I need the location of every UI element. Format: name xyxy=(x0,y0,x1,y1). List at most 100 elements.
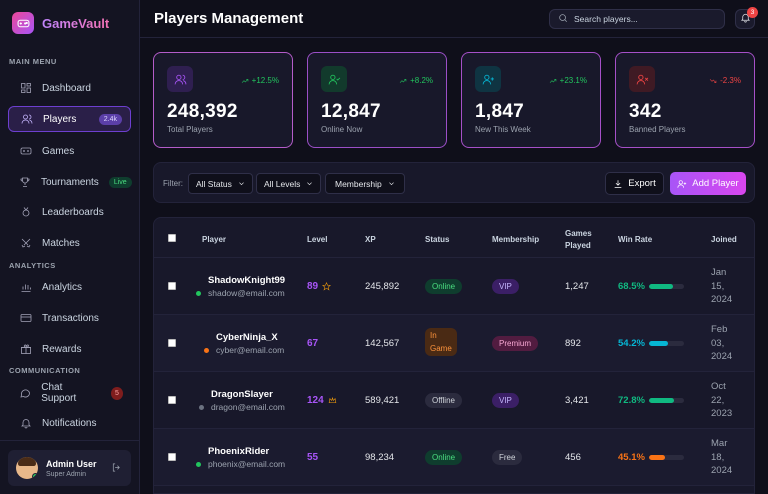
status-cell: Online xyxy=(425,450,463,465)
column-header-xp[interactable]: XP xyxy=(365,235,376,244)
stat-label: Online Now xyxy=(321,125,363,134)
player-name[interactable]: ShadowKnight99 xyxy=(208,275,286,286)
membership-badge: Free xyxy=(492,450,523,465)
win-rate-bar xyxy=(648,341,684,346)
games-played-cell: 3,421 xyxy=(565,395,589,406)
logo[interactable]: GameVault xyxy=(12,12,109,34)
app-name: GameVault xyxy=(42,15,110,31)
levels-filter-select[interactable]: All Levels xyxy=(256,173,322,194)
sidebar-item-label: Games xyxy=(42,145,75,157)
section-title-analytics: ANALYTICS xyxy=(9,261,56,270)
sidebar-item-chat-support[interactable]: Chat Support 5 xyxy=(8,380,131,406)
chevron-down-icon xyxy=(389,182,394,186)
level-cell: 89 xyxy=(307,281,332,292)
user-card[interactable]: Admin User Super Admin xyxy=(8,450,131,486)
column-header-games-played[interactable]: Games Played xyxy=(565,229,592,250)
player-name[interactable]: DragonSlayer xyxy=(211,389,273,400)
ingame-status-dot xyxy=(204,348,209,353)
status-badge: Online xyxy=(425,279,463,294)
row-checkbox[interactable] xyxy=(168,282,176,290)
sidebar-item-games[interactable]: Games xyxy=(8,138,131,164)
sidebar-item-rewards[interactable]: Rewards xyxy=(8,336,131,362)
table-row[interactable]: ShadowKnight99 shadow@email.com 89 245,8… xyxy=(154,258,754,315)
trend-up-icon xyxy=(241,78,248,83)
sidebar-item-tournaments[interactable]: Tournaments Live xyxy=(8,169,132,195)
logout-icon[interactable] xyxy=(111,462,123,474)
star-icon xyxy=(322,282,332,291)
win-rate-bar xyxy=(648,455,684,460)
player-cell: CyberNinja_X cyber@email.com xyxy=(216,332,284,355)
filter-label: Filter: xyxy=(163,179,183,188)
sidebar-item-label: Notifications xyxy=(42,417,97,429)
export-button[interactable]: Export xyxy=(605,172,664,195)
win-rate-bar-fill xyxy=(648,455,665,460)
level-cell: 124 xyxy=(307,395,337,406)
membership-filter-select[interactable]: Membership xyxy=(325,173,405,194)
page-title: Players Management xyxy=(154,10,304,27)
search-icon xyxy=(558,13,568,26)
sidebar-item-leaderboards[interactable]: Leaderboards xyxy=(8,199,131,225)
sidebar-item-label: Leaderboards xyxy=(42,206,104,218)
add-player-button[interactable]: Add Player xyxy=(670,172,746,195)
trophy-icon xyxy=(19,176,31,189)
notifications-button[interactable]: 3 xyxy=(735,7,758,29)
column-header-level[interactable]: Level xyxy=(307,235,328,244)
header: Players Management 3 xyxy=(140,0,768,38)
sidebar-item-label: Tournaments xyxy=(41,176,99,188)
section-title-communication: COMMUNICATION xyxy=(9,366,81,375)
gamepad-icon xyxy=(19,145,32,158)
swords-icon xyxy=(19,237,32,250)
player-name[interactable]: PhoenixRider xyxy=(208,446,270,457)
sidebar-divider xyxy=(0,440,140,441)
users-icon xyxy=(20,113,33,126)
gamepad-logo-icon xyxy=(12,12,34,34)
table-row[interactable]: PhoenixRider phoenix@email.com 55 98,234… xyxy=(154,429,754,486)
online-status-dot xyxy=(196,462,201,467)
row-checkbox[interactable] xyxy=(168,396,176,404)
user-role: Super Admin xyxy=(46,470,87,478)
win-rate-bar-fill xyxy=(648,341,668,346)
player-cell: PhoenixRider phoenix@email.com xyxy=(208,446,285,469)
trend-up-icon xyxy=(549,78,556,83)
win-rate-cell: 68.5% xyxy=(618,281,684,292)
status-cell: Offline xyxy=(425,393,462,408)
stat-label: Banned Players xyxy=(629,125,686,134)
player-email: dragon@email.com xyxy=(211,402,285,412)
player-name[interactable]: CyberNinja_X xyxy=(216,332,278,343)
column-header-joined[interactable]: Joined xyxy=(711,235,737,244)
trend-down-icon xyxy=(709,78,717,83)
row-checkbox[interactable] xyxy=(168,339,176,347)
column-header-win-rate[interactable]: Win Rate xyxy=(618,235,653,244)
table-row[interactable]: CyberNinja_X cyber@email.com 67 142,567 … xyxy=(154,315,754,372)
sidebar-item-label: Rewards xyxy=(42,343,82,355)
sidebar-item-analytics[interactable]: Analytics xyxy=(8,274,131,300)
sidebar-item-matches[interactable]: Matches xyxy=(8,230,131,256)
sidebar-item-players[interactable]: Players 2.4k xyxy=(8,106,131,132)
select-all-checkbox[interactable] xyxy=(168,234,176,242)
users-icon xyxy=(167,66,193,92)
sidebar-item-label: Analytics xyxy=(42,281,83,293)
bell-icon xyxy=(740,12,751,26)
sidebar-item-notifications[interactable]: Notifications xyxy=(8,410,131,436)
column-header-membership[interactable]: Membership xyxy=(492,235,540,244)
search-box[interactable] xyxy=(549,9,725,29)
stat-change: +12.5% xyxy=(241,76,279,85)
membership-badge: VIP xyxy=(492,393,519,408)
live-badge: Live xyxy=(108,176,132,188)
table-header: Player Level XP Status Membership Games P… xyxy=(154,218,754,258)
win-rate-bar-fill xyxy=(648,398,675,403)
search-input[interactable] xyxy=(574,14,714,24)
table-row[interactable]: DragonSlayer dragon@email.com 124 589,42… xyxy=(154,372,754,429)
xp-cell: 142,567 xyxy=(365,338,400,349)
status-filter-select[interactable]: All Status xyxy=(188,173,253,194)
xp-cell: 98,234 xyxy=(365,452,395,463)
column-header-status[interactable]: Status xyxy=(425,235,450,244)
column-header-player[interactable]: Player xyxy=(202,235,227,244)
row-checkbox[interactable] xyxy=(168,453,176,461)
sidebar-item-dashboard[interactable]: Dashboard xyxy=(8,75,131,101)
user-check-icon xyxy=(321,66,347,92)
sidebar-item-label: Matches xyxy=(42,237,80,249)
stat-card-online-now: +8.2% 12,847 Online Now xyxy=(307,52,447,148)
sidebar-item-transactions[interactable]: Transactions xyxy=(8,305,131,331)
avatar xyxy=(16,457,38,479)
